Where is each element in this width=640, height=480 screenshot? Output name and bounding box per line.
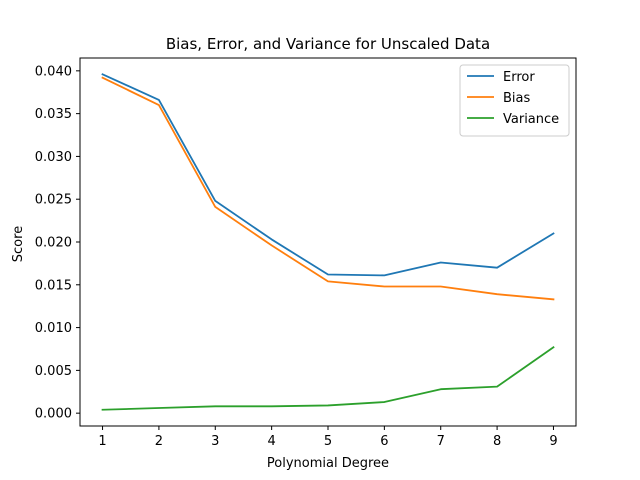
x-tick-label: 9 (549, 434, 557, 449)
y-tick-label: 0.015 (35, 278, 72, 293)
y-tick-label: 0.020 (35, 236, 72, 251)
series-line-bias (101, 76, 555, 301)
y-tick-label: 0.035 (35, 107, 72, 122)
y-tick-label: 0.025 (35, 193, 72, 208)
y-tick-label: 0.005 (35, 364, 72, 379)
legend-label-bias: Bias (503, 91, 530, 106)
x-tick-label: 5 (324, 434, 332, 449)
y-tick-label: 0.030 (35, 150, 72, 165)
legend-label-error: Error (503, 70, 535, 85)
series-line-error (101, 73, 555, 277)
legend-label-variance: Variance (503, 112, 559, 127)
x-tick-label: 7 (437, 434, 445, 449)
x-tick-label: 6 (380, 434, 388, 449)
series-line-variance (101, 346, 555, 411)
y-tick-label: 0.000 (35, 407, 72, 422)
x-axis-title: Polynomial Degree (267, 456, 389, 471)
x-tick-label: 3 (211, 434, 219, 449)
y-tick-label: 0.040 (35, 64, 72, 79)
x-tick-label: 8 (493, 434, 501, 449)
x-tick-label: 2 (155, 434, 163, 449)
chart-title: Bias, Error, and Variance for Unscaled D… (166, 35, 490, 53)
y-tick-label: 0.010 (35, 321, 72, 336)
x-tick-label: 1 (98, 434, 106, 449)
plot-area: 1 2 3 4 5 6 7 8 9 0.000 0.005 0.010 0.015 0.020 0.025 0… (35, 57, 577, 449)
x-tick-label: 4 (267, 434, 275, 449)
y-axis-title: Score (11, 226, 26, 262)
